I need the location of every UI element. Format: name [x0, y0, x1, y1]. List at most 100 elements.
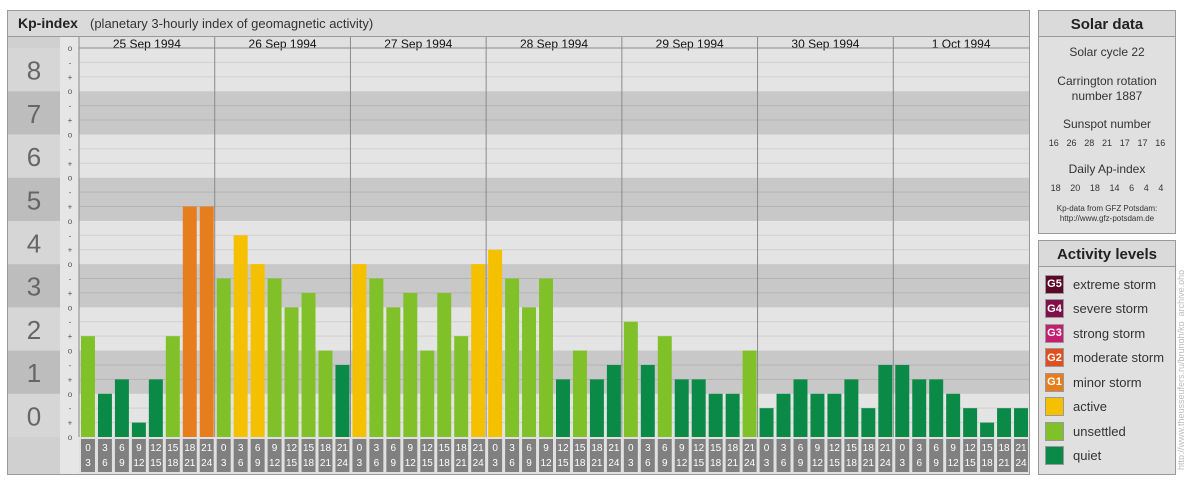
interval-end-label: 6	[509, 458, 515, 469]
carrington-line-2: number 1887	[1071, 89, 1143, 103]
legend-row-extreme-storm: G5 extreme storm	[1045, 274, 1156, 294]
time-cell	[403, 439, 418, 472]
interval-end-label: 3	[492, 458, 498, 469]
time-cell	[623, 439, 638, 472]
y-tick-label: 4	[27, 229, 41, 259]
sub-tick-label: o	[68, 174, 73, 183]
interval-end-label: 9	[391, 458, 397, 469]
ap-index-title: Daily Ap-index	[1068, 162, 1146, 176]
kp-bar	[810, 393, 825, 437]
kp-bar	[963, 408, 978, 437]
y-band-label-bg	[8, 177, 60, 221]
interval-end-label: 18	[167, 458, 179, 469]
sub-tick-label: o	[68, 44, 73, 53]
interval-start-label: 15	[303, 443, 315, 454]
interval-start-label: 0	[357, 443, 363, 454]
sub-tick-label: +	[68, 159, 73, 168]
sunspot-value: 28	[1084, 138, 1095, 148]
day-label: 28 Sep 1994	[520, 37, 588, 51]
kp-bar	[165, 336, 180, 437]
kp-bar	[114, 379, 129, 437]
kp-bar	[589, 379, 604, 437]
interval-end-label: 24	[337, 458, 349, 469]
legend-label: minor storm	[1073, 374, 1142, 390]
y-band-label-bg	[8, 220, 60, 265]
interval-start-label: 18	[591, 443, 603, 454]
day-label: 25 Sep 1994	[113, 37, 181, 51]
sunspot-value: 26	[1066, 138, 1077, 148]
sub-tick-label: -	[69, 404, 72, 413]
kp-bar	[369, 278, 384, 437]
sub-tick-column	[60, 37, 79, 474]
time-cell	[912, 439, 927, 472]
sunspot-value: 17	[1137, 138, 1148, 148]
kp-bar	[657, 336, 672, 437]
time-cell	[420, 439, 435, 472]
interval-end-label: 15	[422, 458, 434, 469]
sub-tick-label: -	[69, 275, 72, 284]
kp-bar	[844, 379, 859, 437]
sub-tick-label: +	[68, 73, 73, 82]
kp-bar	[997, 408, 1012, 437]
interval-end-label: 21	[863, 458, 875, 469]
sub-tick-label: +	[68, 246, 73, 255]
source-watermark: http://www.theusseufers.ru/brunoh/kp_arc…	[1176, 269, 1184, 470]
kp-bar	[284, 307, 299, 437]
time-cell	[471, 439, 486, 472]
time-cell	[318, 439, 333, 472]
time-cell	[708, 439, 723, 472]
interval-end-label: 18	[439, 458, 451, 469]
kp-bar	[606, 364, 621, 437]
interval-start-label: 0	[628, 443, 634, 454]
interval-end-label: 3	[357, 458, 363, 469]
interval-start-label: 3	[102, 443, 108, 454]
interval-start-label: 15	[982, 443, 994, 454]
sunspot-value: 17	[1119, 138, 1130, 148]
interval-start-label: 3	[781, 443, 787, 454]
sunspot-value: 16	[1048, 138, 1059, 148]
interval-start-label: 0	[85, 443, 91, 454]
interval-start-label: 15	[167, 443, 179, 454]
interval-end-label: 24	[201, 458, 213, 469]
ap-index-values: 18 20 18 14 6 4 4	[1039, 183, 1175, 193]
ap-index-value: 4	[1143, 183, 1149, 193]
sub-tick-label: +	[68, 116, 73, 125]
ap-index-value: 18	[1050, 183, 1061, 193]
kp-bar	[878, 364, 893, 437]
kp-bar	[708, 393, 723, 437]
time-cell	[572, 439, 587, 472]
interval-start-label: 21	[880, 443, 892, 454]
time-cell	[250, 439, 265, 472]
sub-tick-label: -	[69, 145, 72, 154]
kp-bar	[420, 350, 435, 437]
time-cell	[352, 439, 367, 472]
ap-index-value: 18	[1089, 183, 1100, 193]
interval-end-label: 12	[269, 458, 281, 469]
kp-bar	[895, 364, 910, 437]
legend-swatch	[1045, 421, 1064, 441]
time-cell	[810, 439, 825, 472]
y-band-label-bg	[8, 134, 60, 178]
time-cell	[946, 439, 961, 472]
y-band	[79, 177, 1029, 221]
interval-end-label: 9	[526, 458, 532, 469]
kp-bar	[148, 379, 163, 437]
interval-start-label: 21	[744, 443, 756, 454]
kp-bar	[980, 422, 995, 437]
interval-start-label: 6	[255, 443, 261, 454]
kp-bar	[827, 393, 842, 437]
sub-tick-label: o	[68, 130, 73, 139]
sub-tick-label: +	[68, 202, 73, 211]
interval-start-label: 12	[150, 443, 162, 454]
legend-swatch	[1045, 397, 1064, 416]
interval-start-label: 18	[863, 443, 875, 454]
interval-start-label: 6	[119, 443, 125, 454]
interval-start-label: 3	[238, 443, 244, 454]
source-link[interactable]: http://www.gfz-potsdam.de	[1059, 214, 1155, 223]
kp-bar	[640, 364, 655, 437]
y-tick-label: 6	[27, 142, 41, 172]
interval-start-label: 21	[473, 443, 485, 454]
time-cell	[148, 439, 163, 472]
y-band	[79, 220, 1029, 265]
interval-end-label: 12	[405, 458, 417, 469]
